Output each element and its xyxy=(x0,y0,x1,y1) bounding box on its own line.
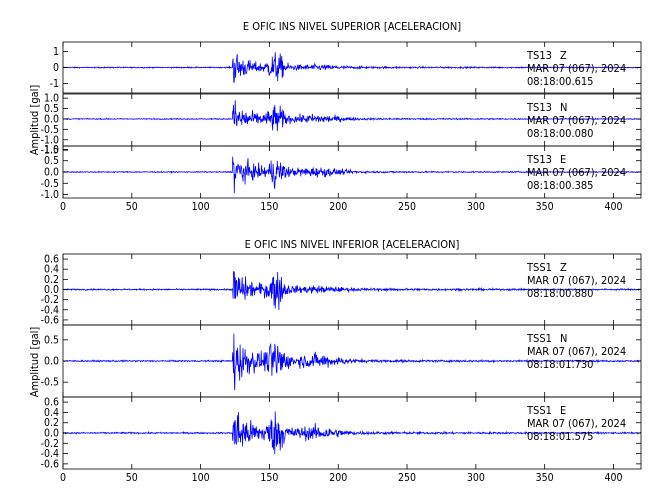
x-tick-label: 350 xyxy=(536,201,554,213)
y-tick-label: -1.5 xyxy=(41,145,59,157)
waveform-ts13-z xyxy=(62,52,641,83)
y-tick-label: -0.4 xyxy=(41,448,59,460)
x-tick-label: 50 xyxy=(126,201,138,213)
x-tick-label: 0 xyxy=(60,472,66,484)
x-tick-label: 250 xyxy=(398,472,416,484)
y-tick-label: -1 xyxy=(50,78,59,90)
x-tick-label: 350 xyxy=(536,472,554,484)
y-tick-label: -1.0 xyxy=(41,189,59,201)
y-tick-label: 0.5 xyxy=(44,334,59,346)
y-tick-label: 0.0 xyxy=(44,284,59,296)
station-name: TS13 xyxy=(526,49,552,62)
record-date: MAR 07 (067), 2024 xyxy=(527,166,626,179)
station-name: TS13 xyxy=(526,101,552,114)
y-tick-label: 0.6 xyxy=(44,397,59,409)
x-tick-label: 50 xyxy=(126,472,138,484)
y-tick-label: -1.0 xyxy=(41,134,59,146)
y-tick-label: -0.2 xyxy=(41,438,59,450)
waveform-tss1-n xyxy=(62,333,641,391)
component-label: Z xyxy=(560,49,567,62)
waveform-ts13-n xyxy=(62,100,641,132)
y-tick-label: -0.6 xyxy=(41,314,59,326)
record-date: MAR 07 (067), 2024 xyxy=(527,274,626,287)
x-tick-label: 300 xyxy=(467,472,485,484)
record-date: MAR 07 (067), 2024 xyxy=(527,345,626,358)
x-tick-label: 0 xyxy=(60,201,66,213)
chart-panel-1: E OFIC INS NIVEL SUPERIOR [ACELERACION] A… xyxy=(28,20,642,213)
y-tick-label: 1.0 xyxy=(44,93,59,105)
waveform-tss1-e xyxy=(62,411,641,455)
x-tick-label: 400 xyxy=(604,472,622,484)
station-name: TSS1 xyxy=(526,332,552,345)
y-tick-label: 0.2 xyxy=(44,417,59,429)
component-label: E xyxy=(560,404,566,417)
y-tick-label: 0.0 xyxy=(44,167,59,179)
waveform-ts13-e xyxy=(62,156,641,194)
x-tick-label: 400 xyxy=(604,201,622,213)
y-tick-label: -0.5 xyxy=(41,377,59,389)
y-tick-label: -0.4 xyxy=(41,304,59,316)
component-label: N xyxy=(560,332,567,345)
y-tick-label: 0.2 xyxy=(44,274,59,286)
y-tick-label: 1.0 xyxy=(44,144,59,156)
record-time: 08:18:01.575 xyxy=(527,430,593,443)
record-date: MAR 07 (067), 2024 xyxy=(527,114,626,127)
record-date: MAR 07 (067), 2024 xyxy=(527,62,626,75)
chart-title: E OFIC INS NIVEL SUPERIOR [ACELERACION] xyxy=(243,20,461,33)
x-tick-label: 100 xyxy=(192,472,210,484)
record-time: 08:18:00.080 xyxy=(527,127,593,140)
component-label: N xyxy=(560,101,567,114)
record-time: 08:18:00.880 xyxy=(527,287,593,300)
x-tick-label: 150 xyxy=(260,201,278,213)
chart-panel-2: E OFIC INS NIVEL INFERIOR [ACELERACION] A… xyxy=(28,238,642,484)
y-axis-label: Amplitud [gal] xyxy=(28,327,41,398)
x-tick-label: 200 xyxy=(329,472,347,484)
x-tick-label: 150 xyxy=(260,472,278,484)
y-tick-label: 0.5 xyxy=(44,155,59,167)
y-tick-label: 0.6 xyxy=(44,254,59,266)
y-tick-label: -0.2 xyxy=(41,294,59,306)
chart-title: E OFIC INS NIVEL INFERIOR [ACELERACION] xyxy=(245,238,460,251)
record-time: 08:18:01.730 xyxy=(527,358,593,371)
y-tick-label: 0.0 xyxy=(44,113,59,125)
station-name: TSS1 xyxy=(526,261,552,274)
y-tick-label: -0.5 xyxy=(41,124,59,136)
y-tick-label: 0 xyxy=(53,62,59,74)
y-tick-label: 0.0 xyxy=(44,428,59,440)
y-tick-label: 1 xyxy=(53,46,59,58)
y-axis-label: Amplitud [gal] xyxy=(28,85,41,156)
x-tick-label: 200 xyxy=(329,201,347,213)
record-time: 08:18:00.615 xyxy=(527,75,593,88)
x-tick-label: 250 xyxy=(398,201,416,213)
component-label: E xyxy=(560,153,566,166)
waveform-tss1-z xyxy=(62,271,641,311)
y-tick-label: 0.0 xyxy=(44,356,59,368)
station-name: TS13 xyxy=(526,153,552,166)
y-tick-label: -0.5 xyxy=(41,178,59,190)
y-tick-label: 0.4 xyxy=(44,264,59,276)
record-date: MAR 07 (067), 2024 xyxy=(527,417,626,430)
record-time: 08:18:00.385 xyxy=(527,179,593,192)
station-name: TSS1 xyxy=(526,404,552,417)
y-tick-label: -0.6 xyxy=(41,458,59,470)
component-label: Z xyxy=(560,261,567,274)
x-tick-label: 100 xyxy=(192,201,210,213)
y-tick-label: 0.5 xyxy=(44,103,59,115)
y-tick-label: 0.4 xyxy=(44,407,59,419)
x-tick-label: 300 xyxy=(467,201,485,213)
